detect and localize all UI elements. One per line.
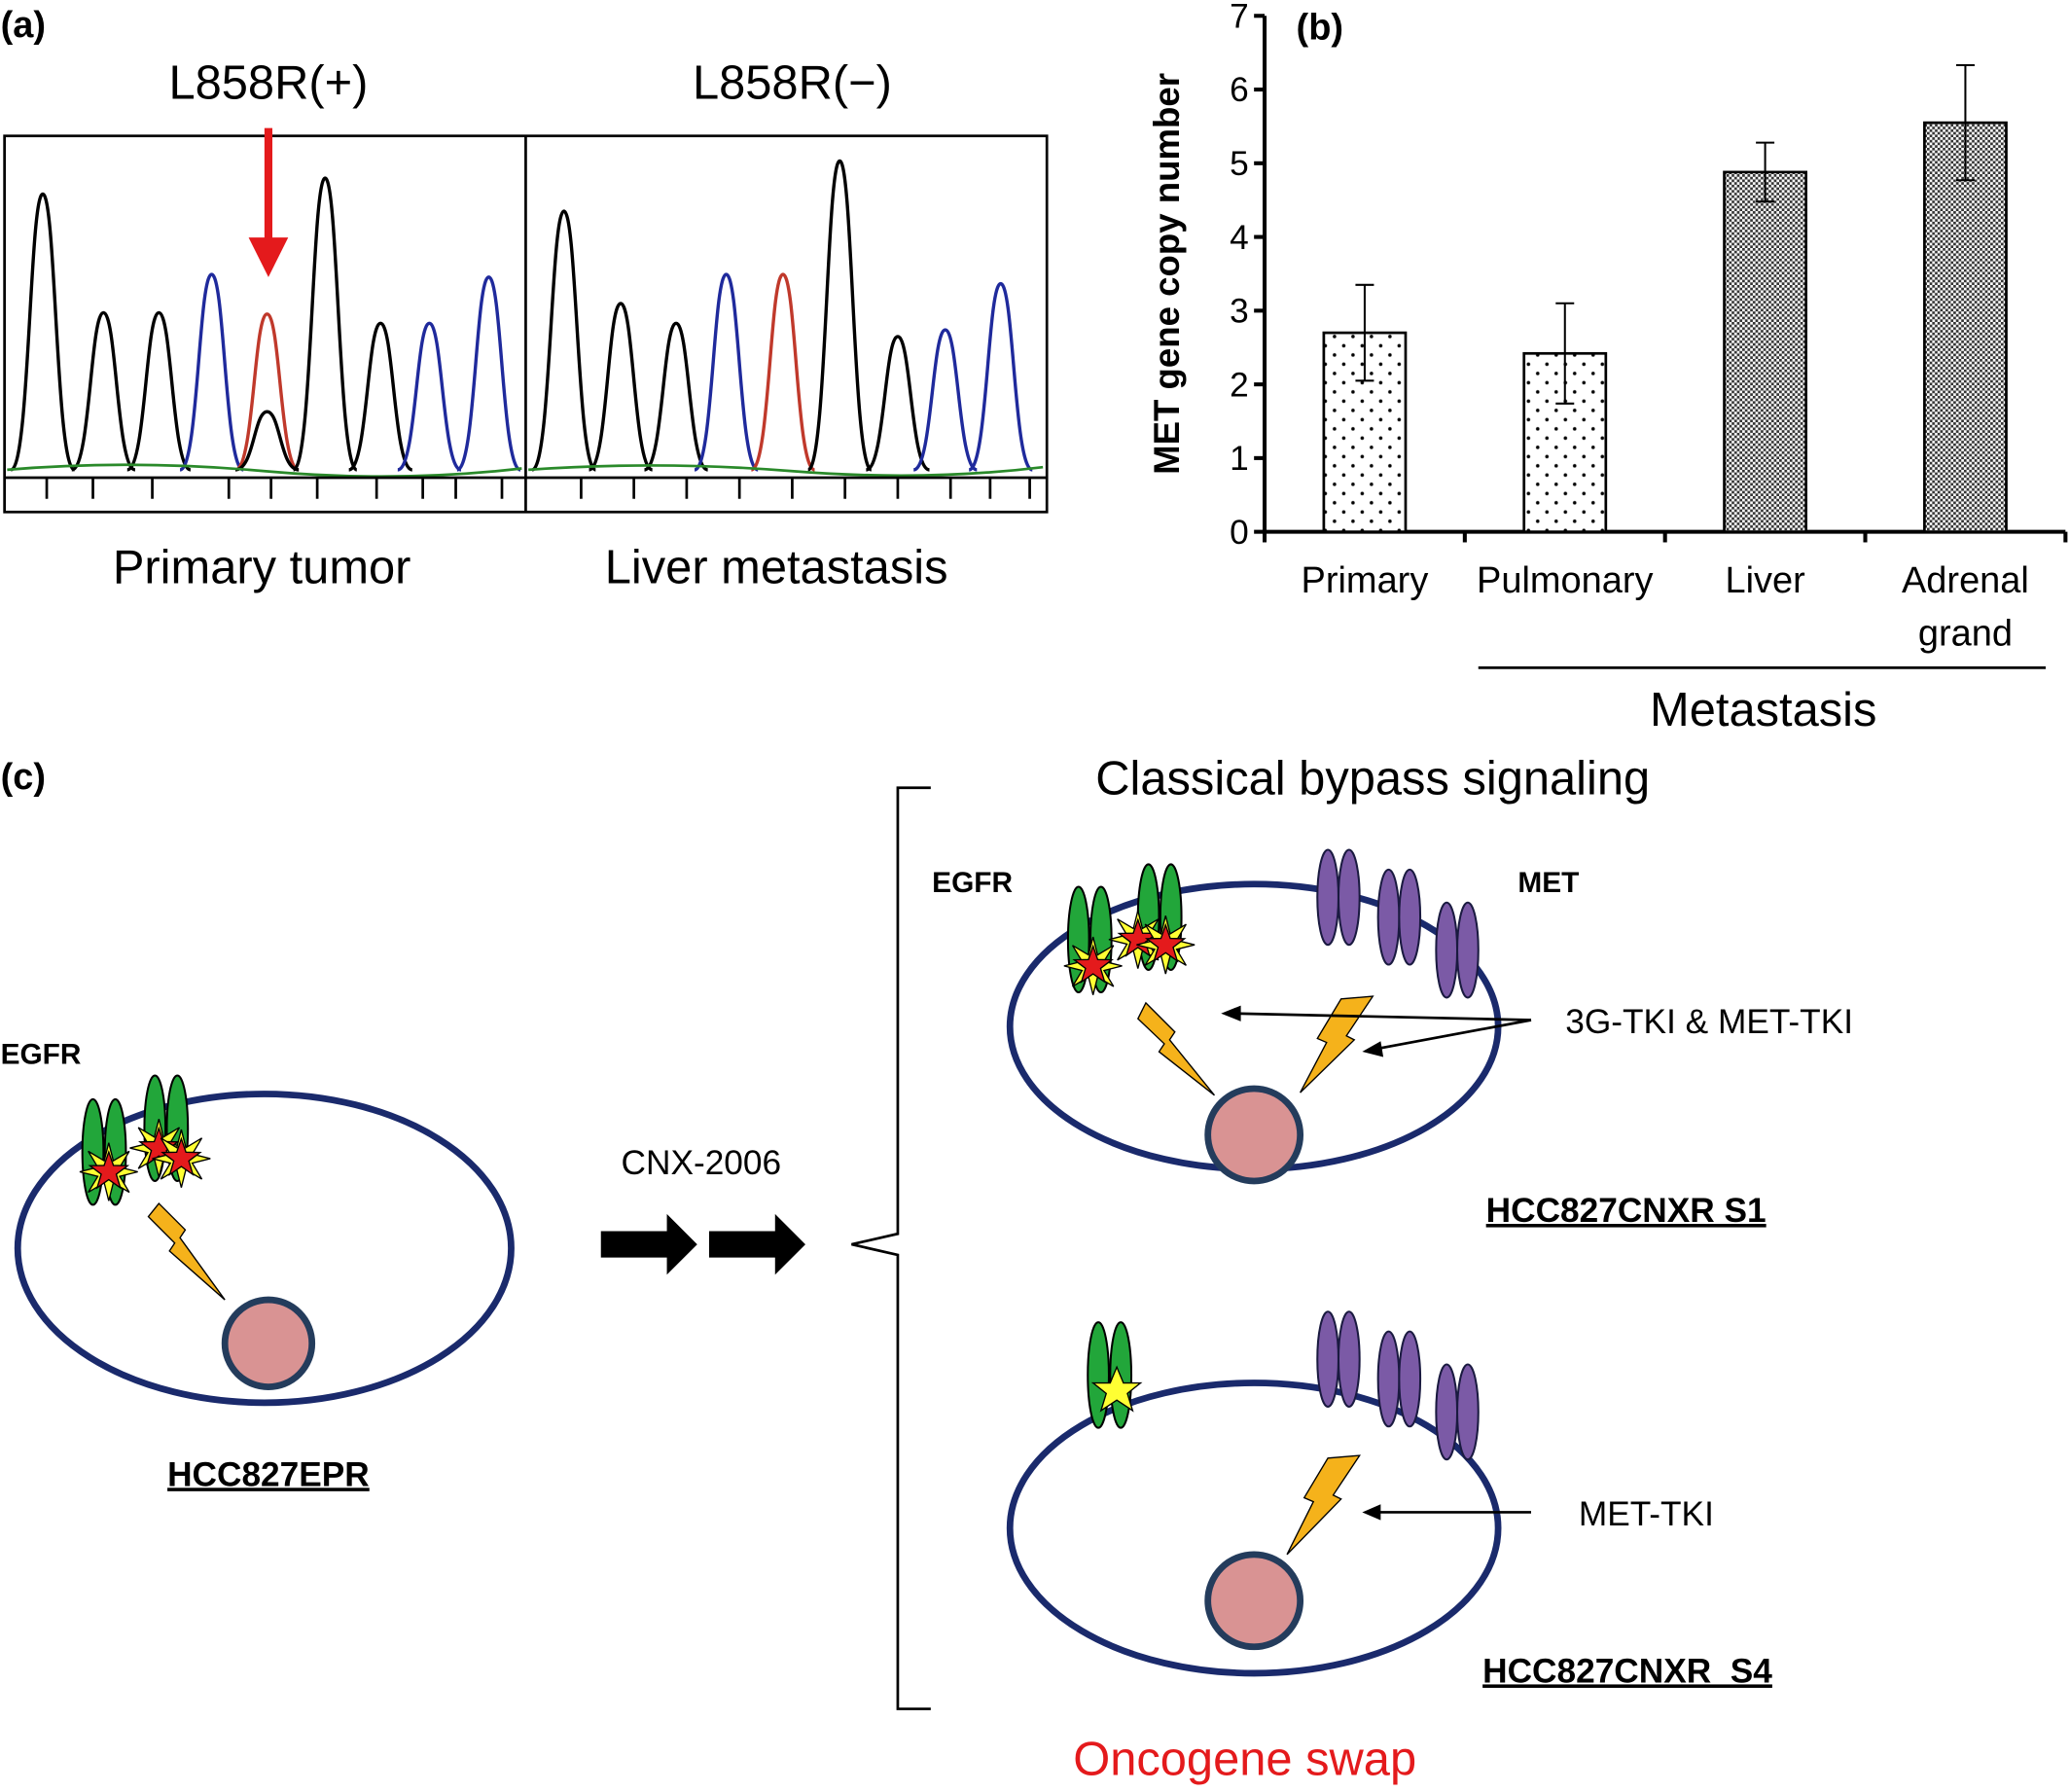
panel-label: (a) — [1, 5, 46, 46]
y-axis-label: MET gene copy number — [1147, 73, 1187, 475]
peak — [292, 176, 359, 472]
treatment: CNX-2006 — [622, 1144, 782, 1182]
peak — [806, 159, 874, 472]
peak — [125, 310, 192, 472]
bar — [1723, 170, 1808, 533]
peak — [865, 335, 931, 472]
peak — [347, 321, 413, 472]
x-tick-label: Primary — [1302, 560, 1429, 601]
peak — [694, 272, 760, 472]
baseline — [7, 463, 1044, 479]
star — [138, 1126, 180, 1166]
cell-name: HCC827CNXR S4 — [1482, 1652, 1772, 1690]
x-tick-label: Adrenal grand — [1902, 560, 2029, 654]
peak — [70, 310, 136, 472]
bar-chart: (b) MET gene copy number 0 1 2 3 4 5 6 7 Primary Pu… — [1147, 0, 2068, 736]
signal — [1136, 1001, 1215, 1096]
cell — [1006, 1380, 1502, 1677]
error-bar — [1355, 283, 1374, 382]
cell-name: HCC827EPR — [167, 1455, 370, 1493]
y-tick-label: 4 — [1230, 219, 1249, 257]
y-tick-label: 0 — [1230, 514, 1249, 552]
arrow — [1374, 1019, 1532, 1051]
error-bar — [1756, 141, 1775, 203]
star — [161, 1136, 202, 1177]
cell-name: HCC827CNXR S1 — [1486, 1192, 1767, 1230]
caption: Primary tumor — [113, 542, 411, 594]
drug: 3G-TKI & MET-TKI — [1565, 1003, 1853, 1041]
peak — [588, 302, 654, 472]
met — [1316, 1310, 1480, 1461]
cell — [14, 1091, 515, 1407]
group-label: Metastasis — [1650, 684, 1876, 736]
signal — [1300, 995, 1374, 1093]
title: L858R(−) — [693, 57, 892, 110]
title: L858R(+) — [168, 57, 368, 110]
arrow-head — [1221, 1005, 1241, 1021]
star — [1090, 1365, 1143, 1413]
peak — [968, 281, 1034, 472]
arrow-head — [248, 237, 289, 277]
met — [1316, 848, 1480, 999]
nucleus — [1204, 1551, 1304, 1651]
bar — [1923, 121, 2008, 533]
y-tick-label: 6 — [1230, 71, 1249, 109]
star — [88, 1150, 130, 1190]
signal — [147, 1202, 226, 1301]
panel-label: (b) — [1297, 8, 1343, 49]
star — [1144, 922, 1187, 963]
peak — [234, 312, 300, 472]
arrow-head — [1362, 1504, 1381, 1521]
brace — [851, 786, 931, 1710]
y-tick-label: 5 — [1230, 145, 1249, 183]
peak — [9, 192, 77, 472]
star — [1072, 944, 1114, 985]
heading: Classical bypass signaling — [1095, 753, 1650, 806]
block-arrow — [708, 1213, 805, 1275]
block-arrow — [600, 1213, 697, 1275]
y-tick-label: 2 — [1230, 366, 1249, 404]
label: EGFR — [1, 1038, 82, 1070]
label: MET — [1517, 867, 1579, 899]
arrow — [1233, 1012, 1532, 1021]
peak — [397, 321, 462, 472]
x-tick-label: Pulmonary — [1477, 560, 1653, 601]
nucleus — [221, 1296, 316, 1390]
panel-label: (c) — [1, 757, 46, 798]
peak — [456, 275, 521, 472]
peak — [912, 328, 979, 472]
arrow-head — [1362, 1041, 1384, 1057]
peak — [530, 209, 597, 472]
peak — [234, 410, 300, 472]
y-tick-label: 7 — [1230, 0, 1249, 35]
y-tick-label: 1 — [1230, 440, 1249, 478]
x-tick-label: Liver — [1725, 560, 1805, 601]
error-bar — [1955, 64, 1975, 182]
mutation-star — [1063, 910, 1196, 995]
nucleus — [1204, 1085, 1304, 1185]
peak — [179, 272, 245, 472]
note: Oncogene swap — [1073, 1733, 1416, 1785]
y-tick-label: 3 — [1230, 293, 1249, 331]
peak — [750, 272, 816, 472]
signal — [1286, 1454, 1362, 1556]
peak — [643, 321, 709, 472]
error-bar — [1555, 302, 1575, 405]
label: EGFR — [932, 867, 1013, 899]
chromatogram — [4, 159, 1048, 499]
caption: Liver metastasis — [605, 542, 948, 594]
mutation-star — [79, 1119, 211, 1201]
drug: MET-TKI — [1579, 1495, 1714, 1533]
